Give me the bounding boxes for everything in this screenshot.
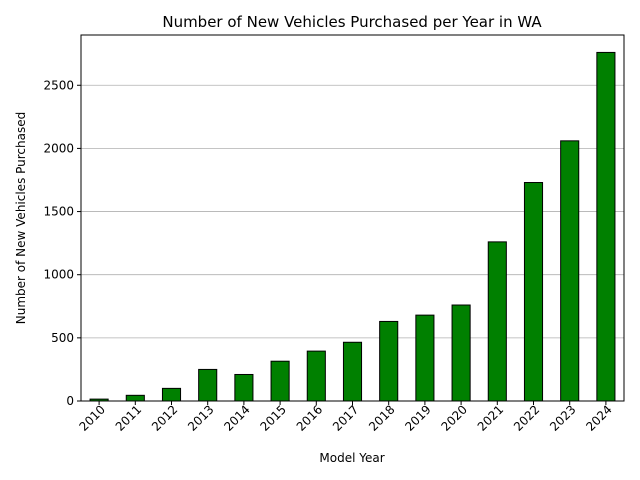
y-axis-ticks: 0 500 1000 1500 2000 2500	[43, 78, 81, 408]
bar-2024	[596, 51, 616, 402]
x-tick-label-2013: 2013	[185, 402, 216, 433]
x-tick-label-2021: 2021	[475, 402, 506, 433]
y-tick-label-0: 0	[66, 394, 74, 408]
x-tick-label-2018: 2018	[366, 402, 397, 433]
y-tick-label-500: 500	[51, 331, 74, 345]
x-tick-label-2016: 2016	[294, 402, 325, 433]
bar-2012	[161, 387, 182, 402]
x-tick-label-2011: 2011	[113, 402, 144, 433]
x-axis-ticks: 2010 2011 2012 2013 2014 2015 2016 2017 2018 2019…	[77, 401, 615, 434]
bar-2020	[451, 304, 471, 402]
bar-2014	[234, 373, 254, 402]
x-axis-label: Model Year	[319, 451, 384, 465]
y-tick-label-2000: 2000	[43, 141, 74, 155]
x-tick-label-2010: 2010	[77, 402, 108, 433]
x-tick-label-2012: 2012	[149, 402, 180, 433]
bar-2011	[125, 394, 145, 402]
x-tick-label-2017: 2017	[330, 402, 361, 433]
y-tick-label-1000: 1000	[43, 268, 74, 282]
x-tick-label-2024: 2024	[583, 402, 614, 433]
bar-2016	[306, 350, 326, 402]
x-tick-label-2023: 2023	[547, 402, 578, 433]
x-tick-label-2019: 2019	[402, 402, 433, 433]
bar-2013	[198, 368, 218, 402]
x-tick-label-2015: 2015	[258, 402, 289, 433]
y-tick-label-1500: 1500	[43, 205, 74, 219]
x-tick-label-2014: 2014	[221, 402, 252, 433]
x-tick-label-2022: 2022	[511, 402, 542, 433]
y-axis-label: Number of New Vehicles Purchased	[14, 112, 28, 324]
y-tick-label-2500: 2500	[43, 78, 74, 92]
bar-2015	[270, 360, 290, 402]
bar-2017	[342, 341, 363, 402]
bar-2018	[379, 320, 399, 402]
bar-2022	[523, 182, 544, 402]
chart-title: Number of New Vehicles Purchased per Yea…	[162, 13, 542, 31]
x-tick-label-2020: 2020	[439, 402, 470, 433]
bars	[89, 51, 616, 402]
bar-2023	[560, 140, 580, 402]
bar-2021	[487, 241, 507, 402]
bar-2019	[415, 314, 435, 402]
